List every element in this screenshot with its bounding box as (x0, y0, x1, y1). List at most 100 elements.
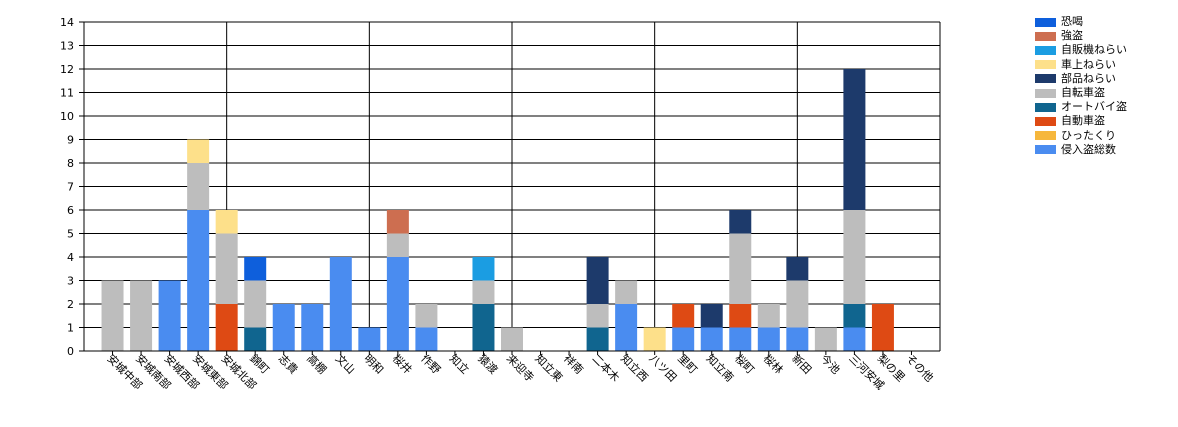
x-tick-label: 文山 (333, 351, 358, 376)
bar-segment (215, 210, 238, 234)
bar-segment (672, 304, 695, 328)
y-tick-label: 12 (60, 63, 74, 76)
bar-segment (215, 233, 238, 304)
bar-segment (244, 327, 267, 351)
y-tick-label: 6 (67, 204, 74, 217)
y-tick-label: 0 (67, 345, 74, 358)
legend-item: ひったくり (1035, 129, 1127, 143)
x-tick-label: 知立東 (532, 351, 565, 384)
bar-segment (215, 304, 238, 351)
bar-segment (158, 280, 181, 351)
bar-segment (187, 210, 210, 351)
bar-segment (729, 327, 752, 351)
bar-segment (757, 304, 780, 328)
legend-swatch (1035, 88, 1056, 98)
bar-segment (386, 257, 409, 351)
bar-segment (786, 280, 809, 328)
legend-swatch (1035, 60, 1056, 70)
legend-label: 車上ねらい (1061, 57, 1116, 71)
y-tick-label: 13 (60, 40, 74, 53)
x-tick-label: 錦町 (247, 351, 272, 376)
x-tick-label: 高棚 (304, 351, 329, 376)
x-tick-label: 猿渡 (475, 351, 500, 376)
y-tick-label: 8 (67, 157, 74, 170)
bar-segment (843, 304, 866, 328)
bar-segment (757, 327, 780, 351)
bar-segment (615, 304, 638, 351)
y-tick-label: 10 (60, 110, 74, 123)
x-tick-label: 今池 (818, 351, 843, 376)
legend-label: 侵入盗総数 (1061, 142, 1116, 156)
x-tick-label: 作野 (418, 352, 443, 377)
bar-segment (301, 304, 324, 351)
bar-segment (272, 304, 295, 351)
x-tick-label: 里町 (675, 352, 700, 377)
legend-swatch (1035, 31, 1056, 41)
bar-segment (358, 327, 381, 351)
legend-label: 自販機ねらい (1061, 43, 1127, 57)
legend-item: 強盗 (1035, 29, 1127, 43)
x-tick-label: 知立南 (704, 351, 737, 384)
bar-segment (700, 304, 723, 328)
legend-swatch (1035, 116, 1056, 126)
x-tick-label: 知立 (447, 351, 472, 376)
legend-swatch (1035, 131, 1056, 141)
bar-segment (187, 163, 210, 210)
y-tick-label: 3 (67, 275, 74, 288)
x-tick-label: その他 (903, 352, 936, 385)
legend-item: 部品ねらい (1035, 72, 1127, 86)
bar-segment (786, 327, 809, 351)
legend-item: 恐喝 (1035, 15, 1127, 29)
bar-segment (615, 280, 638, 304)
bar-segment (415, 327, 438, 351)
bar-segment (729, 210, 752, 234)
bar-segment (843, 327, 866, 351)
legend-item: 自転車盗 (1035, 86, 1127, 100)
legend-label: 部品ねらい (1061, 71, 1116, 85)
bar-segment (843, 69, 866, 210)
x-tick-label: 志貴 (276, 351, 301, 376)
legend-label: 恐喝 (1061, 15, 1083, 29)
grid-lines (83, 21, 941, 352)
legend-swatch (1035, 45, 1056, 55)
bar-segment (871, 304, 894, 351)
x-tick-label: 八ツ田 (647, 352, 680, 385)
x-tick-label: 祥南 (561, 351, 586, 376)
legend-label: 自動車盗 (1061, 114, 1105, 128)
legend-item: 車上ねらい (1035, 58, 1127, 72)
bar-segment (643, 327, 666, 351)
legend-swatch (1035, 145, 1056, 155)
legend-swatch (1035, 74, 1056, 84)
bar-segment (472, 304, 495, 351)
y-tick-label: 7 (67, 181, 74, 194)
y-tick-label: 1 (67, 322, 74, 335)
x-tick-label: 知立西 (618, 351, 651, 384)
bar-segment (729, 233, 752, 304)
bar-segment (814, 327, 837, 351)
bar-segment (329, 257, 352, 351)
bar-segment (187, 139, 210, 163)
y-tick-label: 11 (60, 87, 74, 100)
legend-swatch (1035, 102, 1056, 112)
bar-segment (729, 304, 752, 328)
legend: 恐喝 強盗 自販機ねらい 車上ねらい 部品ねらい 自転車盗 オートバイ盗 自動車盗 ひったくり侵… (1035, 15, 1127, 157)
x-tick-label: 明和 (361, 352, 386, 377)
bar-segment (244, 280, 267, 328)
legend-label: 自転車盗 (1061, 86, 1105, 100)
x-tick-label: 桜井 (390, 351, 415, 376)
y-tick-label: 2 (67, 298, 74, 311)
legend-item: オートバイ盗 (1035, 100, 1127, 114)
bar-stacks (101, 69, 894, 351)
legend-label: ひったくり (1061, 128, 1116, 142)
y-tick-label: 4 (67, 251, 74, 264)
bar-segment (843, 210, 866, 304)
bar-segment (386, 210, 409, 234)
bar-segment (386, 233, 409, 257)
bar-segment (501, 327, 523, 351)
legend-item: 自販機ねらい (1035, 43, 1127, 57)
legend-label: オートバイ盗 (1061, 100, 1127, 114)
y-tick-label: 5 (67, 228, 74, 241)
